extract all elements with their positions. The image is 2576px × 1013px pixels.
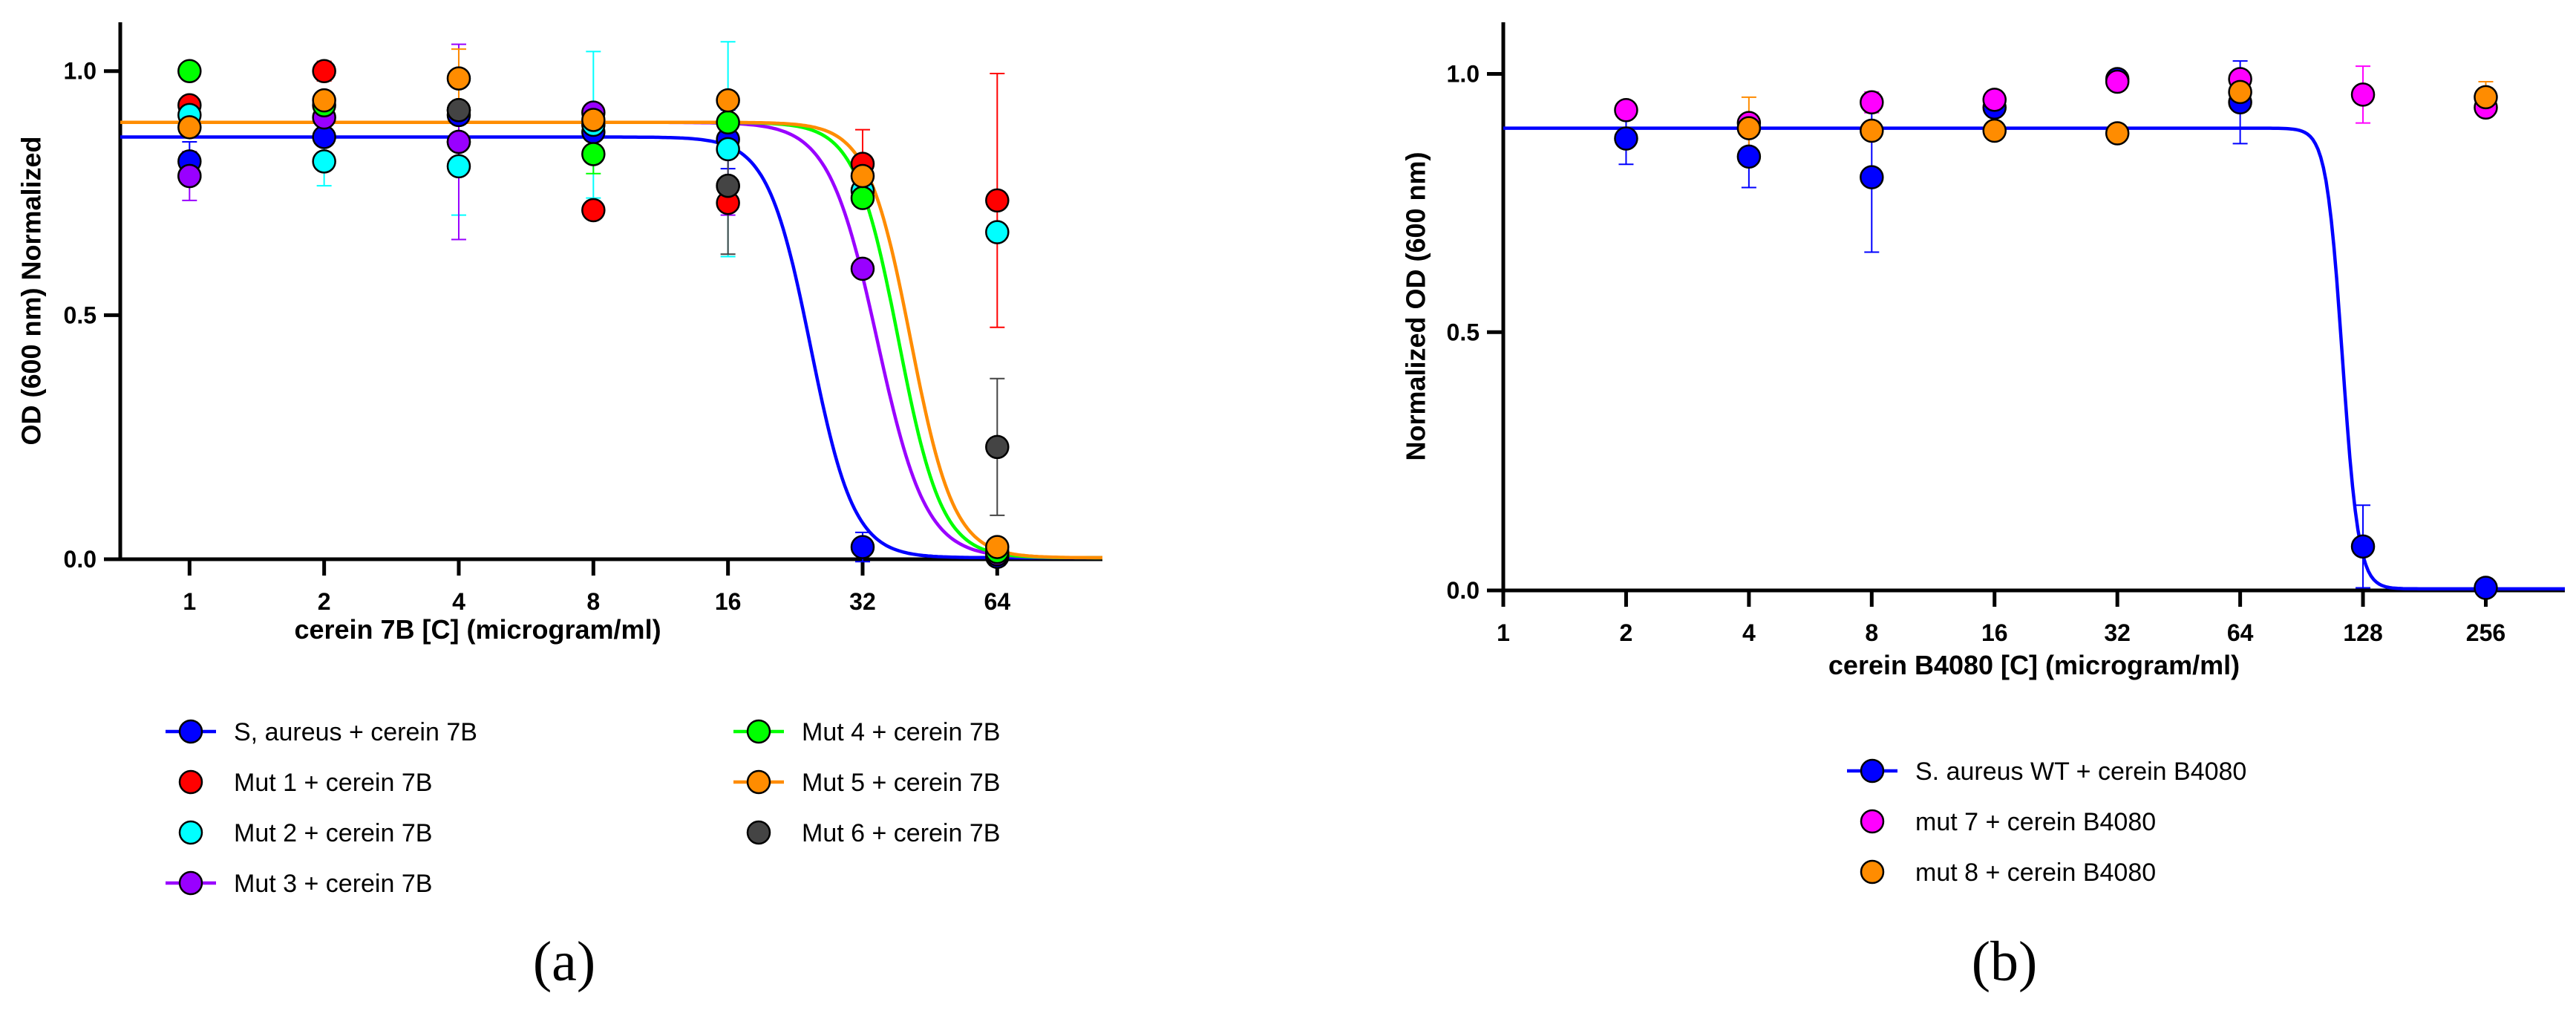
data-point xyxy=(581,198,606,223)
data-point xyxy=(177,59,202,83)
data-point xyxy=(1614,97,1638,123)
data-point xyxy=(177,163,202,189)
panel-label: (a) xyxy=(533,931,595,993)
data-point xyxy=(850,163,875,189)
data-point xyxy=(985,220,1010,244)
y-tick-label: 0.0 xyxy=(1447,577,1480,604)
data-point xyxy=(581,142,606,166)
legend-marker xyxy=(1860,758,1885,784)
fit-curve xyxy=(120,120,1102,560)
data-point xyxy=(2105,69,2130,94)
y-axis-label: Normalized OD (600 nm) xyxy=(1401,152,1431,460)
data-point xyxy=(2350,534,2376,559)
x-axis-label: cerein 7B [C] (microgram/ml) xyxy=(294,614,661,645)
data-point xyxy=(446,129,471,154)
x-tick-label: 64 xyxy=(2227,619,2254,646)
fit-curve xyxy=(120,120,1102,560)
data-point xyxy=(446,154,471,179)
data-point xyxy=(446,98,471,123)
legend-label: Mut 6 + cerein 7B xyxy=(802,819,1000,847)
data-point xyxy=(850,535,875,559)
x-tick-label: 64 xyxy=(984,588,1011,615)
fit-curve xyxy=(1503,126,2565,591)
legend-marker xyxy=(1860,809,1885,834)
data-point xyxy=(2350,82,2376,107)
data-point xyxy=(1614,126,1638,151)
data-point xyxy=(581,108,606,132)
data-point xyxy=(985,535,1010,559)
fit-curve xyxy=(120,135,1102,560)
x-tick-label: 2 xyxy=(1620,619,1633,646)
data-point xyxy=(1982,88,2007,112)
data-point xyxy=(1982,118,2007,143)
legend-marker xyxy=(178,769,203,795)
x-tick-label: 8 xyxy=(586,588,600,615)
x-tick-label: 128 xyxy=(2343,619,2382,646)
data-point xyxy=(1860,90,1884,115)
data-point xyxy=(2474,85,2498,110)
y-axis-label: OD (600 nm) Normalized xyxy=(16,136,47,445)
data-point xyxy=(716,88,740,113)
legend-marker xyxy=(178,820,203,845)
legend-label: Mut 3 + cerein 7B xyxy=(234,870,432,898)
x-tick-label: 32 xyxy=(2104,619,2131,646)
x-tick-label: 16 xyxy=(715,588,742,615)
x-axis-label: cerein B4080 [C] (microgram/ml) xyxy=(1828,650,2240,680)
x-tick-label: 256 xyxy=(2466,619,2505,646)
data-point xyxy=(1860,165,1884,189)
data-point xyxy=(312,59,336,83)
y-tick-label: 1.0 xyxy=(64,58,97,85)
panel-label: (b) xyxy=(1972,931,2038,993)
fit-curve xyxy=(120,120,1102,560)
data-point xyxy=(312,88,336,113)
data-point xyxy=(716,110,740,134)
y-tick-label: 0.5 xyxy=(64,302,97,328)
data-point xyxy=(2105,121,2130,146)
data-point xyxy=(2228,79,2252,105)
legend-label: Mut 5 + cerein 7B xyxy=(802,769,1000,797)
data-point xyxy=(1736,144,1762,169)
y-tick-label: 0.0 xyxy=(64,546,97,573)
data-point xyxy=(446,66,471,91)
x-tick-label: 4 xyxy=(452,588,465,615)
legend-label: mut 8 + cerein B4080 xyxy=(1915,859,2156,887)
data-point xyxy=(1860,118,1884,143)
legend-marker xyxy=(746,719,771,744)
x-tick-label: 2 xyxy=(318,588,331,615)
panel-a-chart: 0.0 0.5 1.0 1 2 4 8 16 32 64 cerein 7B [C] (microg… xyxy=(16,22,1102,993)
x-tick-label: 1 xyxy=(1497,619,1510,646)
x-tick-label: 4 xyxy=(1742,619,1756,646)
data-point xyxy=(985,188,1010,213)
data-point xyxy=(1736,116,1762,140)
legend-label: Mut 2 + cerein 7B xyxy=(234,819,432,847)
data-point xyxy=(850,256,875,281)
data-point xyxy=(312,149,336,174)
legend-marker xyxy=(178,870,203,896)
x-tick-label: 16 xyxy=(1981,619,2008,646)
data-point xyxy=(850,186,875,210)
x-tick-label: 32 xyxy=(849,588,876,615)
legend-label: S, aureus + cerein 7B xyxy=(234,718,477,746)
legend-label: Mut 1 + cerein 7B xyxy=(234,769,432,797)
panel-b-chart: 0.0 0.5 1.0 1 2 4 8 16 32 64 128 256 cerein B4080 [C… xyxy=(1401,22,2565,993)
y-tick-label: 1.0 xyxy=(1447,61,1480,88)
data-point xyxy=(177,115,202,140)
legend-marker xyxy=(1860,859,1885,885)
x-tick-label: 1 xyxy=(183,588,196,615)
legend-marker xyxy=(178,719,203,744)
y-tick-label: 0.5 xyxy=(1447,319,1480,345)
data-point xyxy=(716,173,740,198)
data-point xyxy=(716,137,740,162)
legend-label: mut 7 + cerein B4080 xyxy=(1915,808,2156,836)
legend-marker xyxy=(746,820,771,845)
x-tick-label: 8 xyxy=(1865,619,1878,646)
data-point xyxy=(2474,576,2498,600)
data-point xyxy=(985,434,1010,460)
legend-label: S. aureus WT + cerein B4080 xyxy=(1915,758,2246,786)
legend-marker xyxy=(746,769,771,795)
legend-label: Mut 4 + cerein 7B xyxy=(802,718,1000,746)
